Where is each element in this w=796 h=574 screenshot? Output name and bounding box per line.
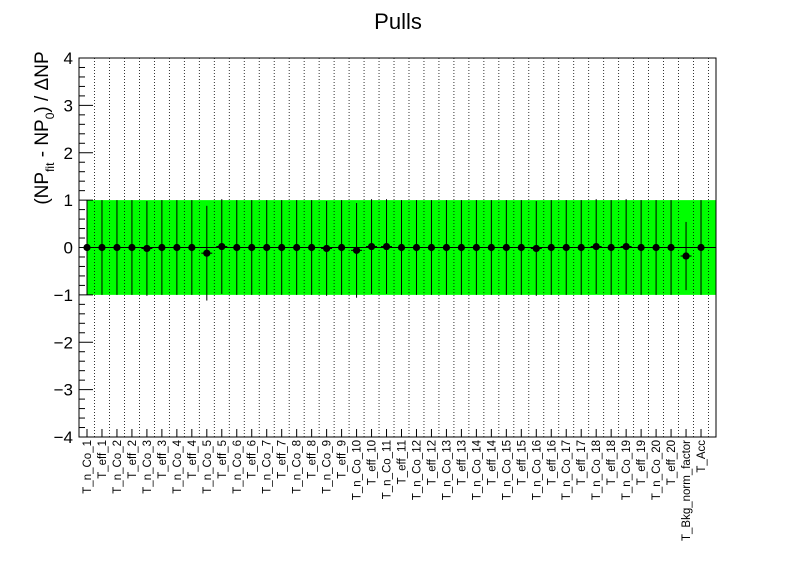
data-point bbox=[382, 242, 391, 251]
y-tick-label: 0 bbox=[64, 239, 73, 258]
data-point bbox=[577, 243, 585, 252]
x-tick-label: T_Acc bbox=[696, 440, 708, 473]
y-tick-label: −1 bbox=[54, 286, 73, 305]
x-tick-label: T_n_Co_6 bbox=[232, 440, 244, 494]
x-tick-label: T_n_Co_12 bbox=[411, 440, 423, 500]
y-tick-label: −4 bbox=[54, 428, 73, 447]
data-point bbox=[158, 243, 166, 252]
x-tick-label: T_n_Co_4 bbox=[172, 439, 184, 493]
x-tick-label: T_n_Co_5 bbox=[202, 440, 214, 494]
data-point bbox=[203, 249, 211, 257]
data-point bbox=[472, 243, 480, 252]
x-tick-label: T_eff_13 bbox=[456, 440, 468, 485]
data-point bbox=[682, 252, 690, 260]
x-tick-label: T_eff_16 bbox=[546, 440, 558, 485]
y-axis-label: (NPfit - NP0) / ΔNP bbox=[32, 51, 57, 204]
data-point bbox=[248, 243, 256, 252]
x-tick-label: T_n_Co_1 bbox=[82, 440, 94, 494]
data-point bbox=[457, 243, 466, 252]
data-point bbox=[323, 244, 331, 253]
data-point bbox=[607, 243, 615, 252]
x-tick-label: T_n_Co_2 bbox=[112, 440, 124, 494]
x-tick-label: T_eff_17 bbox=[576, 440, 588, 485]
x-tick-label: T_n_Co_10 bbox=[352, 440, 364, 500]
x-tick-label: T_n_Co_17 bbox=[561, 440, 573, 500]
data-point bbox=[652, 243, 660, 252]
x-tick-label: T_eff_4 bbox=[187, 439, 199, 478]
data-point bbox=[367, 242, 376, 251]
y-tick-label: 3 bbox=[64, 96, 73, 115]
x-tick-label: T_n_Co_3 bbox=[142, 440, 154, 494]
x-tick-label: T_n_Co_11 bbox=[382, 440, 394, 499]
data-point bbox=[173, 243, 181, 252]
x-tick-label: T_eff_20 bbox=[666, 440, 678, 485]
x-tick-label: T_eff_14 bbox=[486, 439, 498, 485]
x-tick-label: T_eff_1 bbox=[97, 440, 109, 479]
data-point bbox=[622, 242, 630, 251]
x-tick-label: T_eff_19 bbox=[636, 440, 648, 485]
data-point bbox=[113, 243, 121, 252]
y-tick-label: 1 bbox=[64, 191, 73, 210]
x-tick-label: T_n_Co_18 bbox=[591, 440, 603, 500]
y-tick-label: 4 bbox=[64, 49, 73, 68]
data-point bbox=[397, 243, 406, 252]
data-point bbox=[143, 244, 151, 253]
x-tick-label: T_n_Co_14 bbox=[471, 439, 483, 500]
data-point bbox=[697, 243, 705, 252]
x-tick-label: T_n_Co_7 bbox=[262, 440, 274, 494]
x-tick-label: T_eff_10 bbox=[367, 440, 379, 485]
y-tick-label: −2 bbox=[54, 333, 73, 352]
data-point bbox=[562, 243, 570, 252]
x-tick-label: T_eff_2 bbox=[127, 440, 139, 479]
x-tick-label: T_eff_18 bbox=[606, 440, 618, 485]
x-tick-label: T_n_Co_8 bbox=[292, 440, 304, 494]
data-point bbox=[412, 243, 421, 252]
data-point bbox=[352, 246, 361, 254]
x-tick-label: T_eff_5 bbox=[217, 440, 229, 479]
data-point bbox=[308, 243, 316, 252]
data-point bbox=[667, 243, 675, 252]
x-tick-label: T_n_Co_9 bbox=[322, 440, 334, 494]
x-tick-label: T_n_Co_13 bbox=[441, 440, 453, 500]
data-point bbox=[637, 243, 645, 252]
x-tick-label: T_n_Co_19 bbox=[621, 440, 633, 500]
x-tick-label: T_n_Co_16 bbox=[531, 440, 543, 500]
x-tick-label: T_n_Co_20 bbox=[651, 440, 663, 500]
x-tick-label: T_eff_7 bbox=[277, 440, 289, 479]
data-point bbox=[293, 243, 301, 252]
data-point bbox=[532, 244, 540, 253]
data-point bbox=[263, 243, 271, 252]
data-point bbox=[547, 243, 555, 252]
svg-text:(NPfit - NP0) / ΔNP: (NPfit - NP0) / ΔNP bbox=[32, 51, 57, 204]
x-tick-label: T_eff_6 bbox=[247, 440, 259, 479]
data-point bbox=[442, 243, 451, 252]
data-point bbox=[188, 243, 196, 252]
data-point bbox=[233, 243, 241, 252]
data-point bbox=[592, 242, 600, 251]
x-tick-label: T_eff_9 bbox=[337, 440, 349, 479]
x-tick-label: T_eff_3 bbox=[157, 440, 169, 479]
chart-title: Pulls bbox=[374, 9, 422, 34]
x-tick-label: T_Bkg_norm_factor bbox=[681, 440, 693, 541]
data-point bbox=[218, 242, 226, 251]
data-point bbox=[427, 243, 436, 252]
data-point bbox=[502, 243, 510, 252]
x-tick-label: T_eff_15 bbox=[516, 440, 528, 485]
data-point bbox=[337, 243, 346, 252]
x-tick-label: T_n_Co_15 bbox=[501, 440, 513, 500]
x-tick-label: T_eff_12 bbox=[426, 440, 438, 485]
x-tick-label: T_eff_11 bbox=[397, 440, 409, 484]
data-point bbox=[517, 243, 525, 252]
x-tick-label: T_eff_8 bbox=[307, 440, 319, 479]
data-point bbox=[487, 243, 495, 252]
data-point bbox=[128, 243, 136, 252]
y-tick-label: −3 bbox=[54, 381, 73, 400]
data-point bbox=[278, 243, 286, 252]
y-tick-label: 2 bbox=[64, 144, 73, 163]
data-point bbox=[98, 243, 106, 252]
